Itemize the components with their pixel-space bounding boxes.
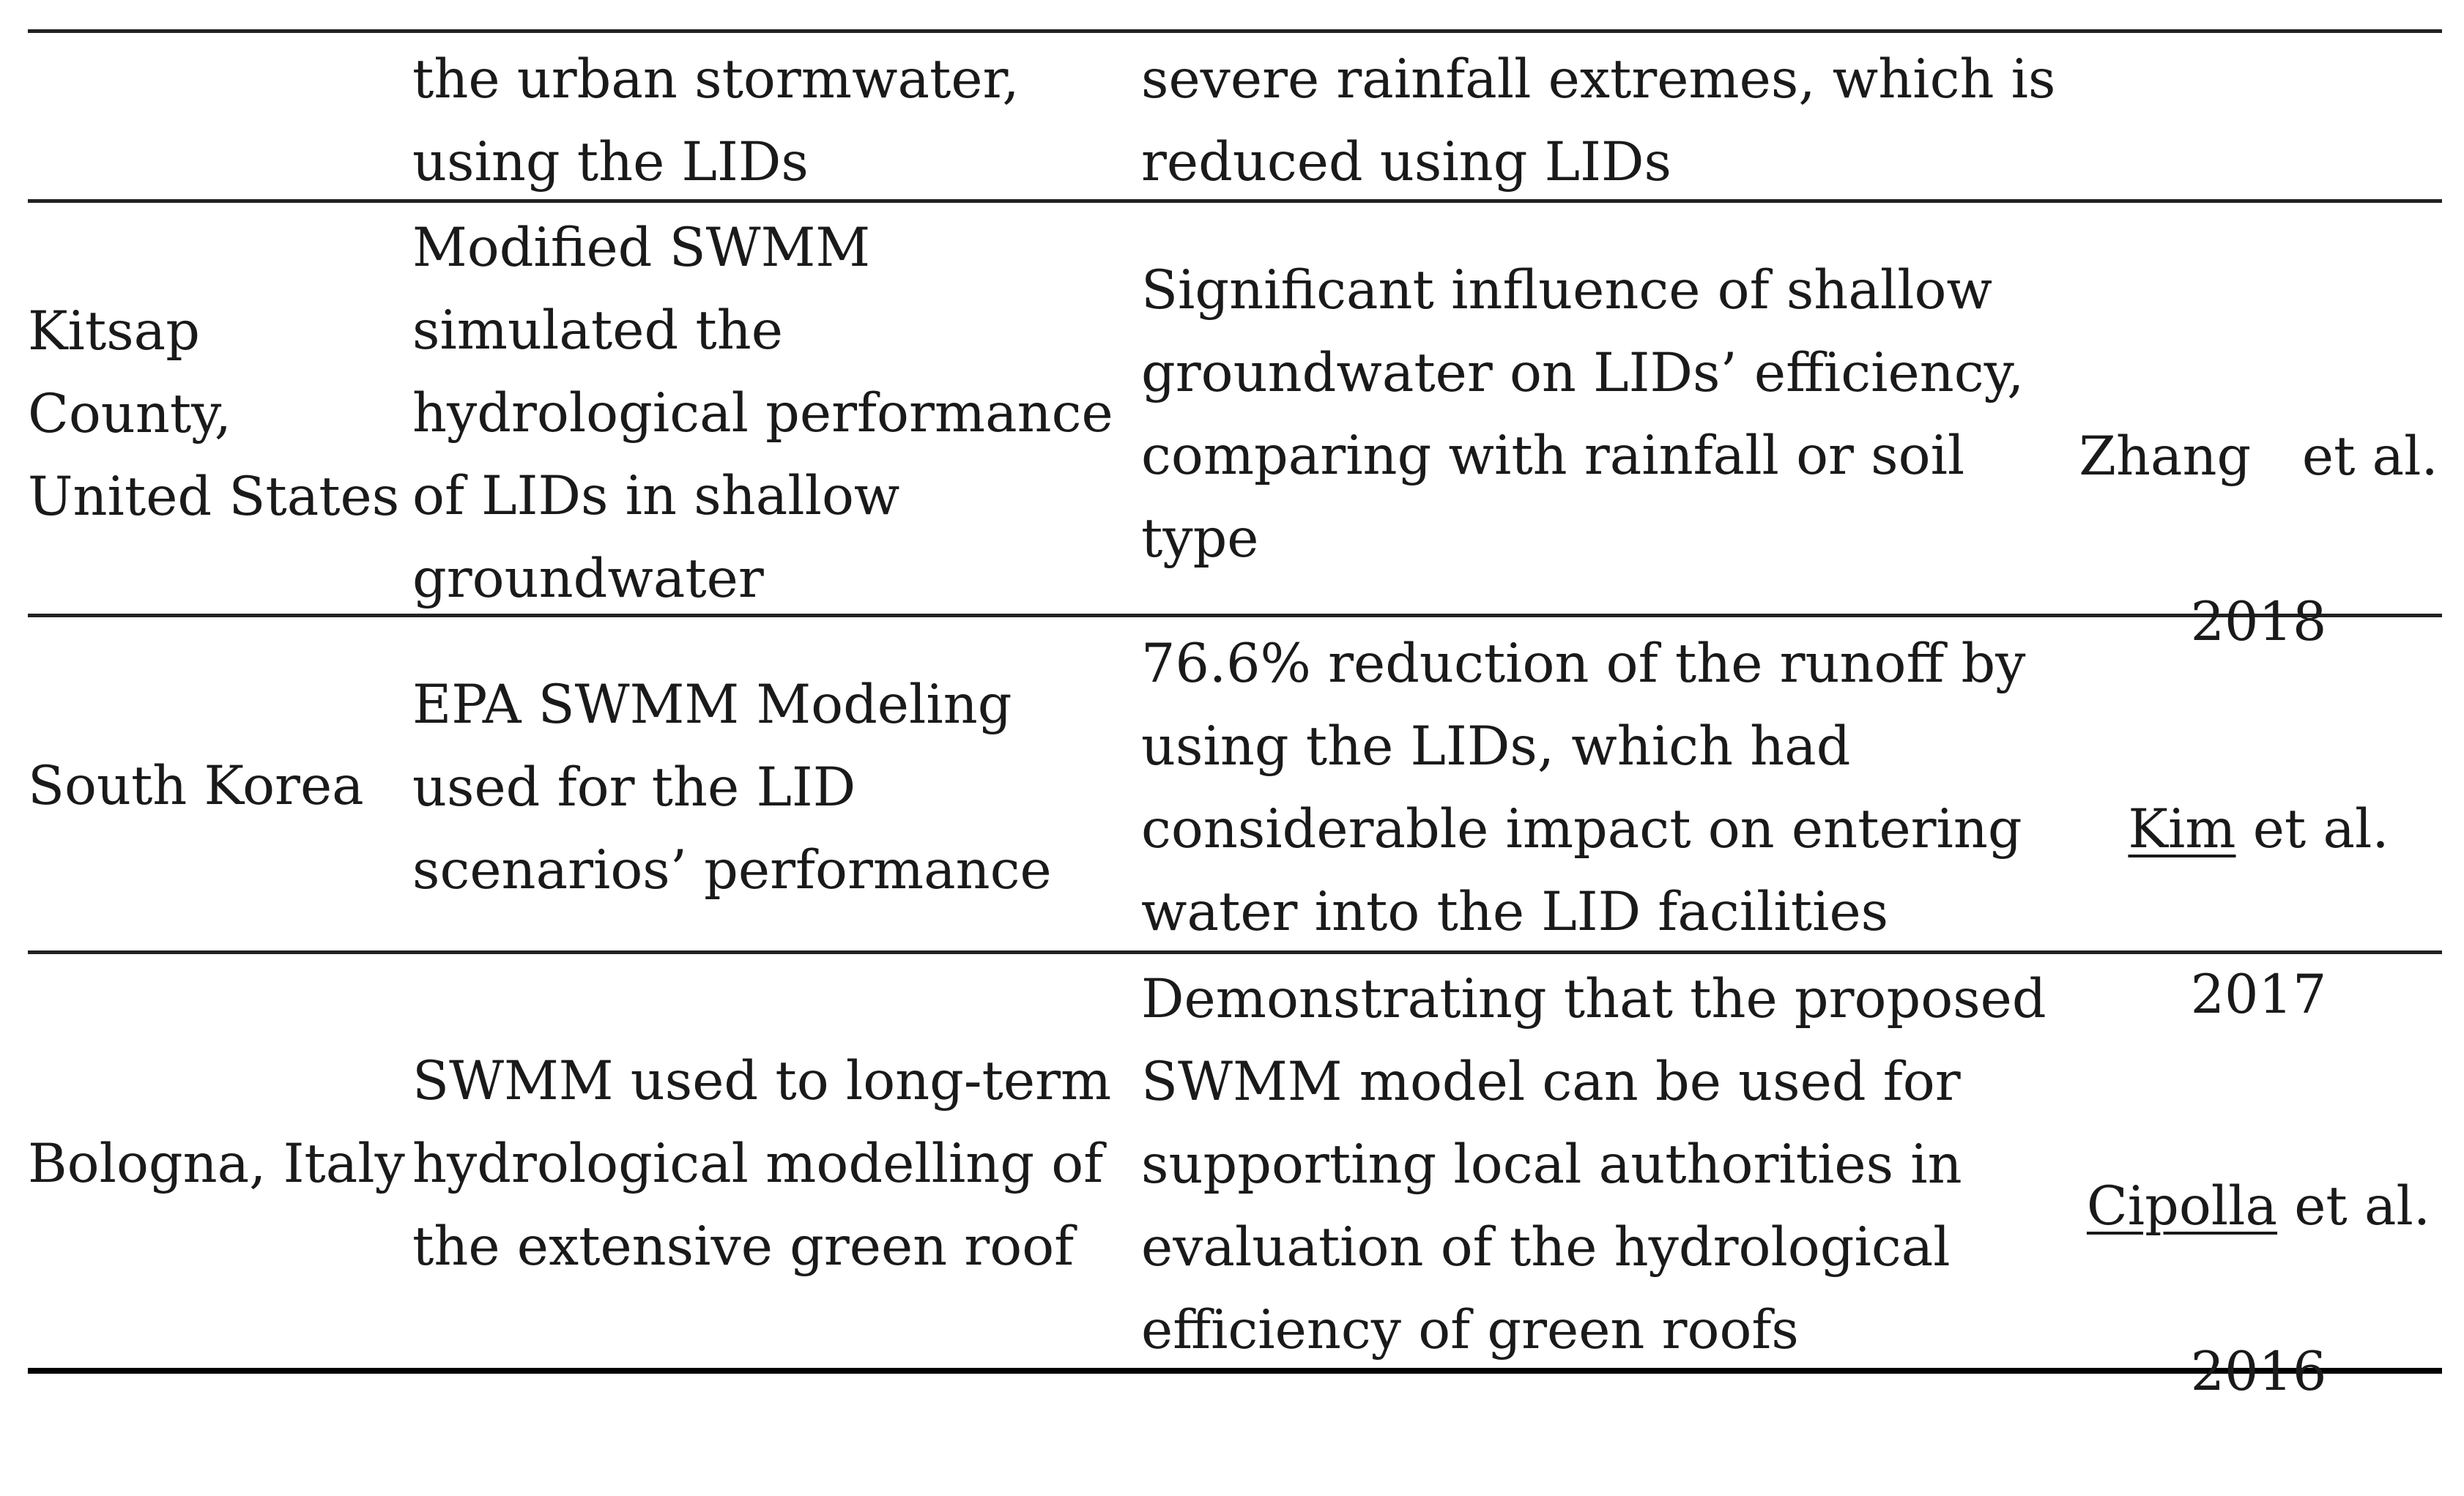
table-cell-method: Modified SWMM simulated the hydrological… [412, 217, 1113, 610]
reference-et-al: et al. [2251, 425, 2438, 488]
table-cell-reference: Kim et al. 2017 [2075, 705, 2442, 1119]
table-cell-location: Kitsap County, United States [28, 300, 400, 528]
table-cell-result: Demonstrating that the proposed SWMM mod… [1141, 968, 2046, 1361]
table-cell-method: the urban stormwater, using the LIDs [412, 48, 1020, 193]
table-cell-location: South Korea [28, 755, 364, 817]
table-cell-method: EPA SWMM Modeling used for the LID scena… [412, 674, 1052, 901]
reference-year: 2017 [2190, 964, 2327, 1026]
row-divider [28, 950, 2442, 954]
table-cell-result: Significant influence of shallow groundw… [1141, 259, 2025, 570]
reference-author: Zhang [2079, 425, 2252, 488]
reference-author-line: Zhang et al. [2075, 415, 2442, 498]
reference-et-al: et al. [2277, 1175, 2431, 1238]
reference-year: 2016 [2190, 1341, 2327, 1403]
table: the urban stormwater, using the LIDs sev… [28, 0, 2442, 1403]
table-bottom-rule [28, 1368, 2442, 1374]
table-cell-result: 76.6% reduction of the runoff by using t… [1141, 633, 2026, 943]
reference-author-line: Kim et al. [2075, 788, 2442, 871]
table-cell-location: Bologna, Italy [28, 1133, 405, 1195]
reference-et-al: et al. [2235, 798, 2389, 860]
row-divider [28, 199, 2442, 203]
row-divider [28, 614, 2442, 617]
table-cell-reference: Zhang et al. 2018 [2075, 332, 2442, 746]
reference-author: Kim [2128, 798, 2236, 860]
reference-author: Cipolla [2086, 1175, 2278, 1238]
table-cell-reference: Cipolla et al. 2016 [2075, 1082, 2442, 1496]
table-cell-result: severe rainfall extremes, which is reduc… [1141, 48, 2056, 193]
reference-author-line: Cipolla et al. [2075, 1165, 2442, 1248]
reference-year: 2018 [2190, 591, 2327, 653]
table-cell-method: SWMM used to long-term hydrological mode… [412, 1050, 1112, 1278]
table-top-rule [28, 29, 2442, 33]
